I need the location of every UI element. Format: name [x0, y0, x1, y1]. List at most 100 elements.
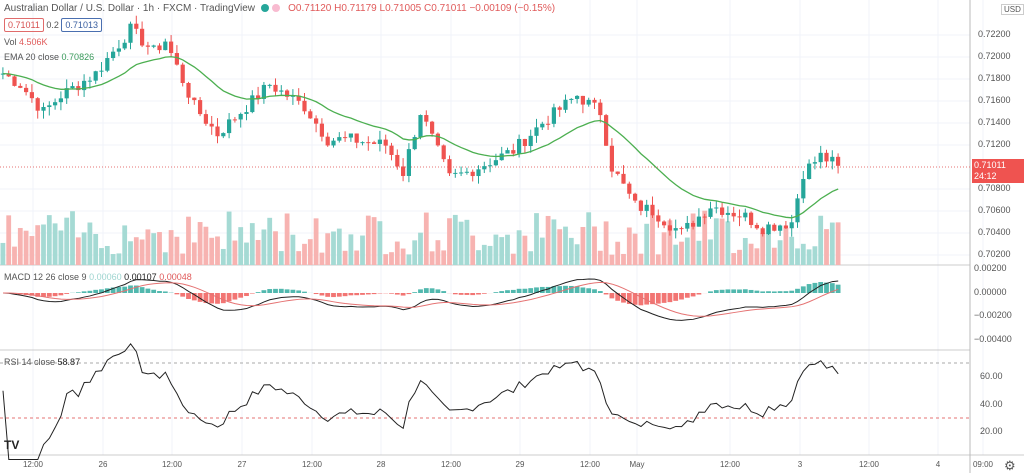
- macd-histogram-bar: [163, 291, 168, 293]
- macd-histogram-bar: [685, 293, 690, 298]
- volume-bar: [250, 223, 255, 265]
- macd-histogram-bar: [82, 291, 87, 293]
- volume-bar: [447, 218, 452, 265]
- rsi-tick: 40.00: [980, 399, 1003, 409]
- macd-histogram-bar: [517, 289, 522, 293]
- rsi-line: [3, 344, 838, 460]
- volume-bar: [720, 219, 725, 265]
- candle-body: [587, 100, 591, 105]
- candle-body: [674, 228, 678, 230]
- candle-body: [662, 222, 666, 226]
- volume-bar: [53, 223, 58, 265]
- macd-histogram-bar: [760, 291, 765, 293]
- macd-histogram-bar: [407, 293, 412, 294]
- volume-bar: [70, 211, 75, 265]
- ohlc-high: H0.71179: [334, 3, 377, 14]
- currency-selector[interactable]: USD: [1001, 4, 1024, 15]
- macd-histogram-bar: [528, 288, 533, 293]
- volume-bar: [163, 252, 168, 265]
- candle-body: [175, 53, 179, 65]
- candle-body: [529, 136, 533, 146]
- macd-histogram-bar: [314, 293, 319, 294]
- volume-bar: [726, 221, 731, 265]
- market-open-icon: [261, 4, 269, 12]
- macd-histogram-bar: [673, 293, 678, 301]
- price-tick: 0.71600: [978, 95, 1011, 105]
- volume-bar: [285, 213, 290, 265]
- price-tick: 0.71800: [978, 73, 1011, 83]
- ema-legend[interactable]: EMA 20 close 0.70826: [4, 52, 94, 62]
- time-tick: 29: [508, 460, 532, 469]
- macd-histogram-bar: [273, 289, 278, 293]
- macd-histogram-bar: [818, 282, 823, 293]
- macd-histogram-bar: [175, 293, 180, 294]
- candle-body: [204, 114, 208, 124]
- macd-histogram-bar: [801, 286, 806, 293]
- macd-histogram-bar: [250, 293, 255, 294]
- macd-histogram-bar: [389, 293, 394, 294]
- macd-histogram-bar: [349, 293, 354, 295]
- tradingview-logo[interactable]: TV: [4, 438, 19, 452]
- candle-body: [668, 225, 672, 230]
- rsi-legend[interactable]: RSI 14 close 58.87: [4, 357, 80, 367]
- volume-bar: [557, 229, 562, 265]
- candle-body: [378, 140, 382, 144]
- candle-body: [198, 100, 202, 114]
- volume-bar: [760, 233, 765, 265]
- volume-bar: [262, 229, 267, 265]
- macd-histogram-bar: [505, 290, 510, 293]
- rsi-tick: 60.00: [980, 371, 1003, 381]
- buy-button[interactable]: 0.71013: [61, 18, 102, 32]
- volume-bar: [279, 251, 284, 265]
- candle-body: [128, 24, 132, 43]
- last-price: 0.71011: [974, 160, 1024, 171]
- volume-bar: [430, 251, 435, 265]
- volume-bar: [383, 254, 388, 265]
- candle-body: [227, 119, 231, 133]
- candle-body: [442, 145, 446, 159]
- candle-body: [349, 133, 353, 137]
- chart-header: Australian Dollar / U.S. Dollar · 1h · F…: [4, 3, 555, 14]
- macd-legend[interactable]: MACD 12 26 close 9 0.00060 0.00107 0.000…: [4, 272, 192, 282]
- volume-bar: [227, 212, 232, 265]
- volume-bar: [331, 232, 336, 265]
- menu-icon[interactable]: [272, 4, 280, 12]
- ohlc-low: L0.71005: [380, 3, 422, 14]
- candle-body: [813, 162, 817, 163]
- time-tick: 28: [369, 460, 393, 469]
- candle-body: [737, 216, 741, 217]
- volume-bar: [436, 240, 441, 265]
- volume-bar: [215, 236, 220, 265]
- macd-histogram-bar: [331, 293, 336, 297]
- volume-bar: [325, 233, 330, 265]
- candle-body: [372, 142, 376, 144]
- volume-bar: [273, 231, 278, 265]
- candle-body: [592, 100, 596, 103]
- candle-body: [732, 213, 736, 216]
- volume-bar: [470, 236, 475, 265]
- candle-body: [355, 133, 359, 142]
- volume-bar: [459, 222, 464, 265]
- volume-bar: [778, 240, 783, 265]
- macd-histogram-bar: [296, 290, 301, 293]
- volume-bar: [389, 252, 394, 265]
- candle-body: [650, 205, 654, 216]
- candle-body: [221, 133, 225, 136]
- macd-label: MACD 12 26 close 9: [4, 272, 87, 282]
- volume-bar: [64, 218, 69, 265]
- volume-bar: [482, 245, 487, 265]
- candle-body: [366, 142, 370, 143]
- macd-tick: 0.00200: [974, 263, 1007, 273]
- macd-histogram-bar: [372, 293, 377, 294]
- macd-histogram-bar: [639, 293, 644, 305]
- candle-body: [268, 85, 272, 86]
- macd-histogram-bar: [64, 293, 69, 294]
- volume-bar: [673, 245, 678, 265]
- sell-button[interactable]: 0.71011: [4, 18, 44, 32]
- settings-gear-icon[interactable]: ⚙: [1004, 458, 1016, 474]
- rsi-tick: 20.00: [980, 426, 1003, 436]
- symbol-title[interactable]: Australian Dollar / U.S. Dollar · 1h · F…: [4, 3, 255, 14]
- volume-legend[interactable]: Vol 4.506K: [4, 37, 48, 47]
- volume-bar: [505, 235, 510, 265]
